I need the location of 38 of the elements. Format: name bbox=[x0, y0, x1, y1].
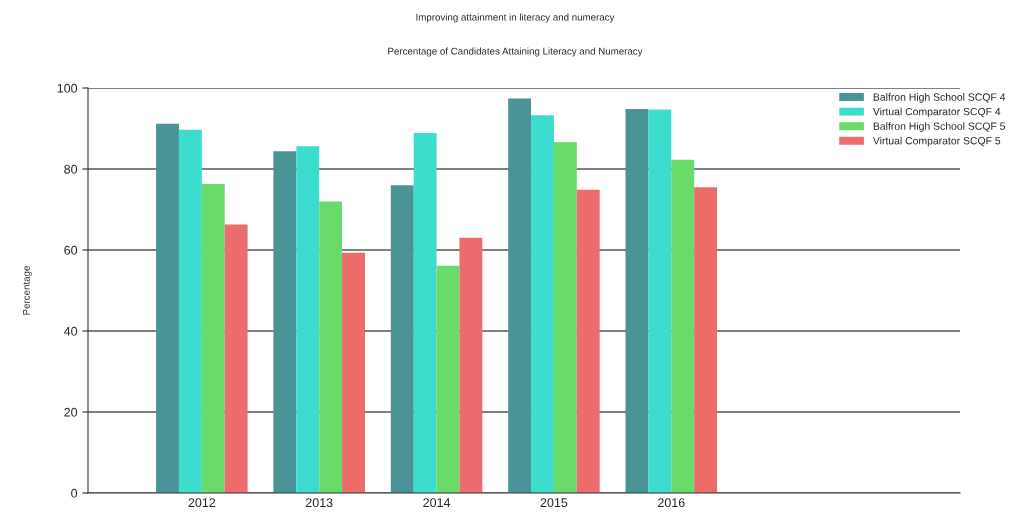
bar bbox=[224, 224, 248, 493]
legend-label: Balfron High School SCQF 4 bbox=[873, 93, 1006, 103]
legend-label: Virtual Comparator SCQF 4 bbox=[872, 107, 1001, 118]
chart-title: Improving attainment in literacy and numeracy bbox=[416, 13, 615, 23]
bar bbox=[459, 237, 483, 493]
y-tick-label: 100 bbox=[57, 83, 78, 93]
bar bbox=[508, 98, 532, 493]
x-tick-label: 2012 bbox=[188, 498, 216, 508]
bar bbox=[671, 159, 695, 493]
y-tick-label: 60 bbox=[64, 245, 78, 255]
bar bbox=[296, 146, 320, 493]
x-tick-label: 2013 bbox=[305, 498, 333, 508]
bar bbox=[413, 132, 437, 493]
chart-subtitle: Percentage of Candidates Attaining Literacy and Numeracy bbox=[388, 47, 643, 57]
x-tick-label: 2014 bbox=[423, 498, 451, 508]
y-tick-label: 0 bbox=[71, 488, 78, 498]
x-tick-label: 2016 bbox=[658, 498, 685, 508]
bar bbox=[390, 185, 414, 493]
x-tick-label: 2015 bbox=[540, 498, 568, 508]
y-tick-label: 80 bbox=[64, 164, 78, 174]
legend-label: Virtual Comparator SCQF 5 bbox=[872, 136, 1001, 147]
y-tick-label: 40 bbox=[63, 326, 78, 336]
bar bbox=[576, 189, 600, 493]
bar bbox=[156, 123, 179, 493]
bar bbox=[201, 183, 225, 493]
bar bbox=[178, 129, 202, 493]
bar bbox=[342, 252, 365, 493]
bar bbox=[625, 109, 649, 493]
y-axis-title: Percentage bbox=[23, 266, 32, 315]
bar bbox=[553, 142, 577, 493]
bar bbox=[436, 265, 460, 493]
bar bbox=[648, 109, 672, 493]
legend-label: Balfron High School SCQF 5 bbox=[873, 122, 1006, 132]
bar bbox=[694, 187, 718, 493]
bar bbox=[319, 201, 343, 493]
bar bbox=[273, 151, 297, 493]
bar bbox=[531, 115, 554, 493]
y-tick-label: 20 bbox=[64, 407, 78, 417]
